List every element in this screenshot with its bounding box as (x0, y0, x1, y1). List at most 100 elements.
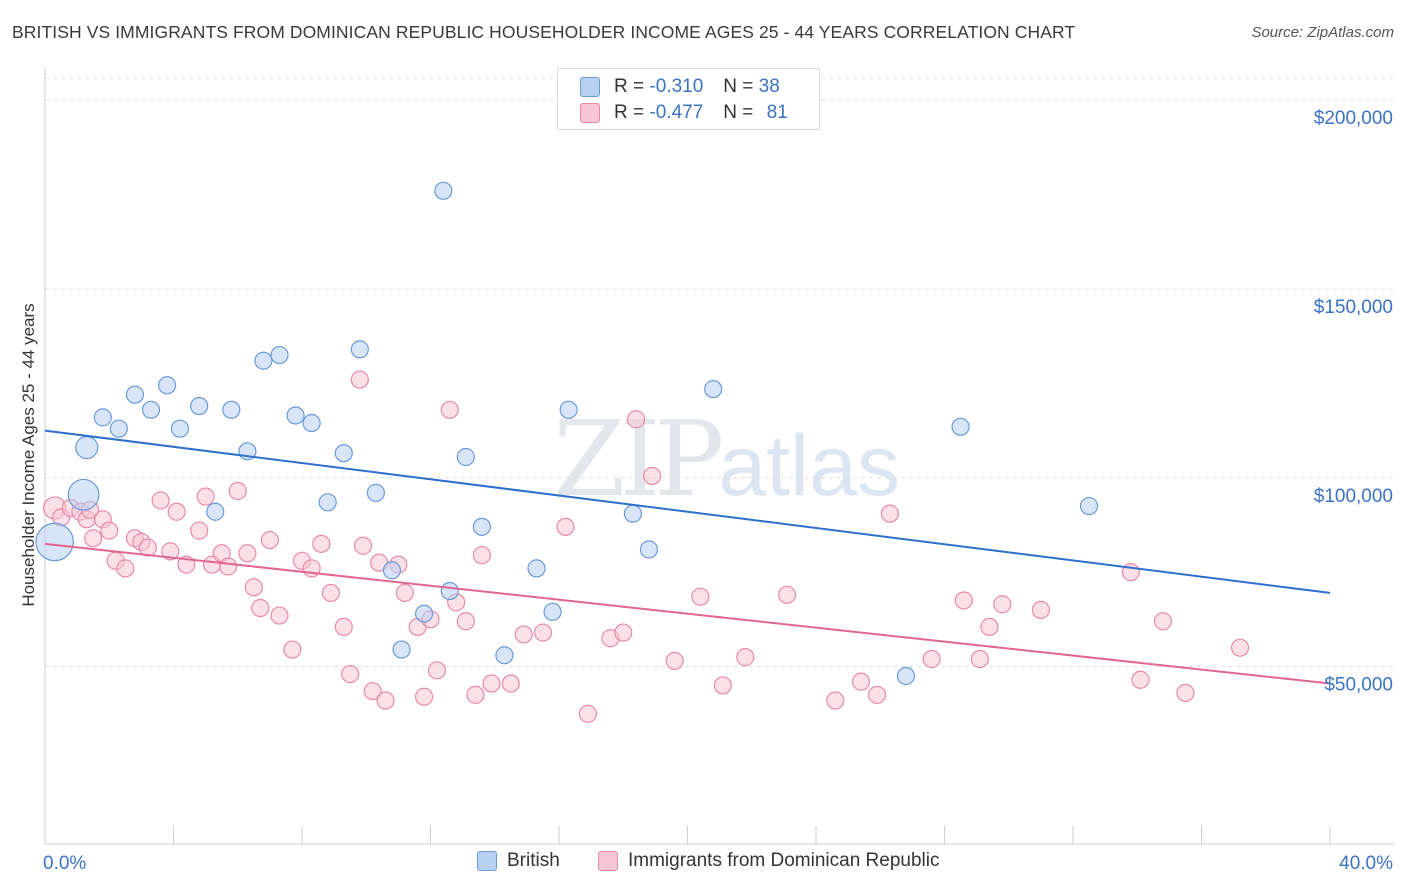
y-tick-label: $100,000 (1314, 486, 1393, 507)
dominican-point (954, 591, 973, 610)
british-point (93, 408, 112, 427)
british-point (75, 435, 99, 460)
dominican-point (376, 691, 395, 710)
dominican-point (196, 487, 215, 506)
british-point (896, 666, 916, 686)
british-point (35, 522, 74, 562)
dominican-point (251, 598, 270, 618)
correlation-legend: R = -0.310 N = 38 R = -0.477 N = 81 (557, 68, 820, 130)
dominican-points (42, 370, 1250, 723)
dominican-point (578, 704, 598, 723)
dominican-point (736, 648, 755, 667)
dominican-point (321, 583, 341, 603)
british-point (334, 444, 353, 463)
dominican-point (514, 625, 533, 644)
y-tick-label: $50,000 (1324, 675, 1393, 696)
british-legend-swatch (477, 851, 497, 871)
legend-row-dominican: R = -0.477 N = 81 (580, 101, 788, 125)
r-label: R = (614, 76, 645, 97)
dominican-point (533, 623, 553, 642)
british-point (286, 406, 305, 425)
british-point (527, 559, 546, 578)
british-point (440, 581, 459, 601)
dominican-point (713, 676, 732, 695)
dominican-point (312, 534, 331, 553)
dominican-legend-label: Immigrants from Dominican Republic (628, 850, 940, 871)
dominican-point (334, 617, 353, 637)
british-point (170, 419, 190, 438)
british-point (456, 447, 475, 467)
source-label: Source: ZipAtlas.com (1251, 24, 1394, 41)
british-point (318, 493, 337, 512)
british-trend-line (44, 429, 1331, 594)
dominican-point (363, 681, 382, 701)
dominican-swatch (580, 103, 600, 123)
dominican-point (1153, 612, 1173, 631)
dominican-point (643, 466, 662, 485)
british-point (206, 502, 225, 521)
y-tick-label: $150,000 (1314, 297, 1393, 318)
dominican-point (219, 557, 238, 576)
dominican-point (238, 544, 257, 563)
dominican-point (665, 651, 684, 670)
axes (44, 68, 1395, 845)
r-label: R = (614, 102, 645, 123)
y-tick-label: $200,000 (1314, 108, 1393, 129)
british-point (254, 351, 273, 370)
british-point (270, 345, 289, 365)
dominican-point (228, 481, 247, 501)
dominican-point (993, 595, 1012, 614)
british-point (190, 396, 209, 416)
dominican-point (427, 661, 447, 680)
dominican-point (456, 612, 475, 631)
british-point (559, 400, 578, 419)
dominican-point (260, 530, 279, 550)
british-point (109, 419, 128, 438)
british-point (141, 400, 161, 419)
n-label: N = (723, 76, 754, 97)
tick-labels: $50,000 $100,000 $150,000 $200,000 0.0% 40.0% (43, 108, 1393, 874)
dominican-point (501, 674, 520, 693)
dominican-point (161, 542, 180, 561)
legend-item-dominican: Immigrants from Dominican Republic (598, 850, 940, 872)
dominican-point (970, 649, 989, 669)
x-tick-label-max: 40.0% (1339, 853, 1393, 874)
dominican-trend-line (44, 542, 1331, 685)
x-tick-label-min: 0.0% (43, 853, 86, 874)
y-axis-label: Householder Income Ages 25 - 44 years (19, 303, 38, 606)
british-point (302, 413, 321, 433)
dominican-point (353, 536, 373, 555)
british-point (704, 379, 723, 399)
british-point (639, 540, 659, 559)
watermark-atlas: atlas (718, 418, 900, 514)
dominican-point (414, 687, 434, 706)
british-point (472, 517, 491, 536)
r-value-british: -0.310 (649, 76, 704, 97)
british-point (543, 602, 562, 621)
dominican-point (556, 517, 575, 536)
british-point (951, 417, 970, 436)
dominican-point (472, 546, 491, 565)
dominican-point (283, 640, 302, 659)
british-swatch (580, 77, 600, 97)
dominican-point (1031, 600, 1050, 620)
dominican-point (190, 521, 209, 540)
british-points (35, 181, 1099, 686)
british-point (382, 561, 402, 580)
n-label: N = (723, 102, 754, 123)
chart-title: BRITISH VS IMMIGRANTS FROM DOMINICAN REP… (12, 22, 1076, 42)
dominican-point (138, 538, 157, 557)
legend-item-british: British (477, 850, 560, 872)
dominican-legend-swatch (598, 851, 618, 871)
british-point (157, 376, 177, 395)
dominican-point (1176, 683, 1195, 703)
british-point (67, 478, 100, 511)
n-value-british: 38 (758, 76, 780, 97)
british-point (350, 340, 369, 359)
british-point (392, 640, 411, 659)
dominican-point (350, 370, 369, 389)
british-point (414, 604, 434, 623)
dominican-point (151, 491, 170, 510)
dominican-point (466, 685, 485, 704)
british-point (366, 483, 385, 502)
